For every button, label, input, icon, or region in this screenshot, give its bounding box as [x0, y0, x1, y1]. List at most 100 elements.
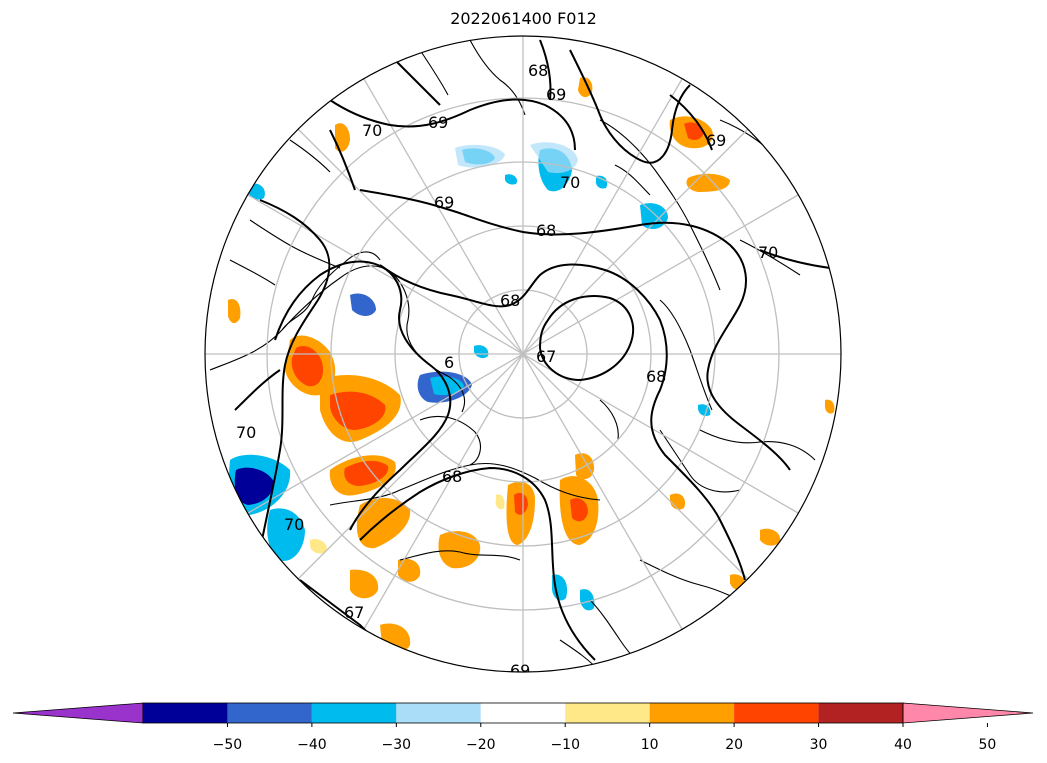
- warm-anomaly: [578, 77, 593, 98]
- colorbar-bin: [396, 703, 481, 723]
- contour-line: [379, 263, 746, 581]
- contour-label: 70: [284, 515, 304, 534]
- strong-cold-anomaly: [234, 467, 274, 505]
- coastline: [281, 251, 381, 331]
- contour-line: [539, 39, 552, 101]
- coastline: [249, 219, 341, 269]
- colorbar-bin: [734, 703, 819, 723]
- warm-anomaly: [335, 123, 350, 152]
- coastline: [229, 559, 291, 601]
- contour-label: 69: [434, 193, 454, 212]
- mild-warm-anomaly: [495, 494, 505, 510]
- colorbar-bins: [12, 702, 1034, 724]
- cold-anomaly: [595, 175, 608, 189]
- hot-anomaly: [684, 122, 704, 140]
- hot-anomaly: [330, 391, 386, 430]
- contour-label: 68: [442, 467, 462, 486]
- coastline: [469, 39, 526, 116]
- contour-line: [329, 98, 576, 151]
- warm-anomaly: [686, 173, 730, 192]
- colorbar-tick-label: 40: [894, 737, 912, 753]
- coastline: [229, 259, 276, 286]
- coastline: [599, 399, 619, 441]
- coastline: [699, 429, 816, 461]
- coastline: [659, 299, 713, 411]
- cold-anomaly: [474, 345, 489, 359]
- colorbar-bin: [818, 703, 903, 723]
- warm-anomaly: [760, 528, 781, 546]
- contour-label: 67: [344, 603, 364, 622]
- cold-anomaly: [504, 174, 518, 185]
- colorbar-tick-label: −50: [213, 737, 243, 753]
- graticule: [205, 36, 841, 672]
- warm-anomaly: [824, 399, 835, 414]
- contour-line: [274, 260, 452, 531]
- map-border: [204, 35, 842, 673]
- colorbar-tick-label: 10: [641, 737, 659, 753]
- colorbar-tick-label: 20: [725, 737, 743, 753]
- hot-anomaly: [514, 492, 528, 515]
- colorbar-bin: [649, 703, 735, 723]
- coastline: [289, 139, 331, 173]
- colorbar-bin: [143, 703, 228, 723]
- warm-anomaly: [398, 558, 421, 582]
- coastline: [599, 119, 721, 291]
- colorbar-extension-high: [902, 702, 1034, 724]
- colorbar-tick-label: −20: [466, 737, 496, 753]
- colorbar-tick-label: −30: [382, 737, 412, 753]
- coastline: [419, 415, 481, 466]
- contour-labels: 68 69 70 69 70 69 69 70 68 67 68 6 68 70…: [236, 61, 778, 680]
- contour-label: 69: [428, 113, 448, 132]
- colorbar-tick-label: 30: [810, 737, 828, 753]
- mild-cold-anomaly: [530, 142, 578, 174]
- coastline: [659, 429, 741, 493]
- coastline: [614, 164, 651, 196]
- polar-map: 68 69 70 69 70 69 69 70 68 67 68 6 68 70…: [204, 35, 842, 680]
- contour-line: [234, 369, 281, 411]
- contour-label: 67: [536, 347, 556, 366]
- contour-label: 70: [758, 243, 778, 262]
- colorbar-tick-label: −40: [297, 737, 327, 753]
- colorbar-bin: [565, 703, 650, 723]
- colorbar: −50 −40 −30 −20 −10 10 20 30 40 50: [12, 702, 1034, 753]
- contour-line: [538, 295, 635, 382]
- mild-warm-anomaly: [310, 539, 327, 554]
- contour-label: 6: [444, 353, 454, 372]
- coastline: [399, 550, 521, 561]
- contour-label: 68: [646, 367, 666, 386]
- map-title: 2022061400 F012: [450, 9, 597, 28]
- colorbar-bin: [311, 703, 397, 723]
- contour-label: 68: [500, 291, 520, 310]
- colorbar-bin: [480, 703, 566, 723]
- contour-label: 68: [536, 221, 556, 240]
- anomaly-shading: [228, 77, 835, 653]
- contour-label: 69: [706, 131, 726, 150]
- colorbar-tick-label: −10: [550, 737, 580, 753]
- cold-anomaly: [580, 589, 595, 611]
- colorbar-ticks: −50 −40 −30 −20 −10 10 20 30 40 50: [213, 723, 997, 753]
- cold-anomaly: [267, 508, 305, 561]
- contour-line: [359, 189, 791, 471]
- hot-anomaly: [291, 345, 324, 387]
- contour-label: 69: [510, 661, 530, 680]
- colorbar-tick-label: 50: [979, 737, 997, 753]
- contour-line: [259, 199, 331, 541]
- warm-anomaly: [228, 298, 241, 324]
- colorbar-extension-low: [12, 702, 144, 724]
- warm-anomaly: [350, 569, 379, 599]
- warm-anomaly: [438, 531, 481, 569]
- contour-line: [329, 129, 356, 191]
- cold-anomaly: [350, 293, 376, 316]
- warm-anomaly: [356, 498, 411, 549]
- contour-line: [569, 49, 691, 164]
- contour-line: [759, 249, 831, 269]
- colorbar-bin: [227, 703, 312, 723]
- contour-label: 70: [362, 121, 382, 140]
- contour-line: [359, 466, 596, 661]
- coastline: [419, 49, 449, 96]
- coastline: [739, 239, 801, 276]
- cold-anomaly: [552, 574, 568, 601]
- contour-line: [669, 94, 713, 151]
- contour-label: 70: [236, 423, 256, 442]
- colorbar-frame: [142, 702, 904, 724]
